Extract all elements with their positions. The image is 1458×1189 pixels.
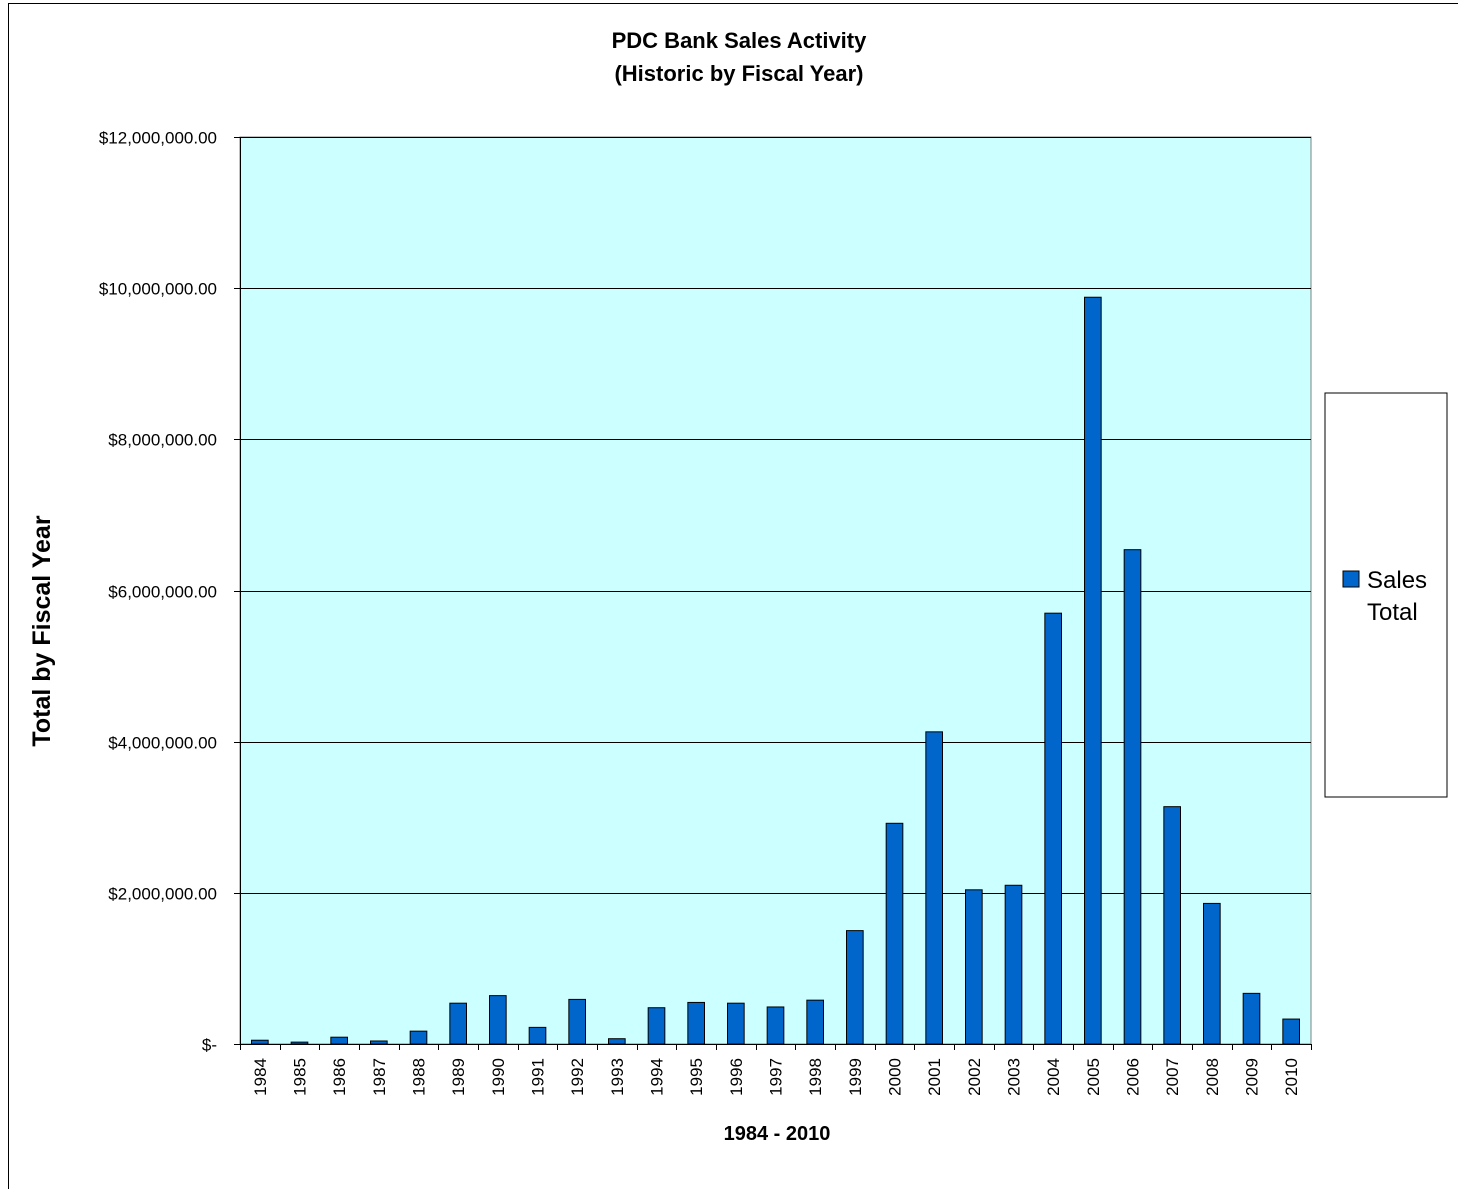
bar-1984 (251, 1039, 269, 1045)
x-tick-label: 1992 (568, 1058, 587, 1096)
x-tick-label: 2005 (1084, 1058, 1103, 1096)
chart-title: PDC Bank Sales Activity (612, 28, 867, 53)
bar-1993 (608, 1038, 626, 1045)
bar-2010 (1282, 1018, 1300, 1045)
bar-1994 (647, 1007, 666, 1045)
x-tick-label: 1995 (687, 1058, 706, 1096)
legend-swatch (1342, 570, 1360, 588)
bar-1991 (528, 1026, 547, 1045)
bar-1987 (370, 1040, 388, 1045)
bar-1989 (449, 1002, 467, 1045)
bar-2004 (1044, 612, 1062, 1045)
x-tick-label: 1998 (806, 1058, 825, 1096)
x-tick-label: 2008 (1203, 1058, 1222, 1096)
y-tick-label: $- (202, 1036, 217, 1055)
y-tick-label: $8,000,000.00 (108, 431, 217, 450)
bar-1986 (330, 1036, 348, 1045)
y-tick-label: $10,000,000.00 (99, 280, 217, 299)
y-tick-label: $12,000,000.00 (99, 129, 217, 148)
bar-2007 (1163, 806, 1181, 1045)
bar-2006 (1123, 549, 1142, 1045)
x-tick-label: 1987 (370, 1058, 389, 1096)
x-tick-label: 1994 (648, 1058, 667, 1096)
x-tick-label: 1999 (846, 1058, 865, 1096)
x-tick-label: 1985 (291, 1058, 310, 1096)
bar-2000 (885, 822, 904, 1045)
x-tick-label: 1997 (767, 1058, 786, 1096)
x-tick-label: 1993 (608, 1058, 627, 1096)
plot-area (239, 136, 1312, 1045)
legend-box (1324, 392, 1448, 798)
bar-2009 (1242, 992, 1261, 1045)
x-tick-label: 1991 (529, 1058, 548, 1096)
x-tick-label: 1996 (727, 1058, 746, 1096)
bar-1990 (489, 995, 507, 1045)
bar-1988 (409, 1030, 428, 1045)
y-tick-label: $6,000,000.00 (108, 583, 217, 602)
x-tick-label: 1986 (330, 1058, 349, 1096)
bar-1992 (568, 998, 586, 1045)
bar-1998 (806, 999, 824, 1045)
y-tick-label: $2,000,000.00 (108, 885, 217, 904)
x-tick-label: 2000 (886, 1058, 905, 1096)
bar-1995 (687, 1001, 705, 1045)
legend-label-line2: Total (1367, 599, 1418, 626)
y-axis-title: Total by Fiscal Year (28, 515, 56, 746)
x-tick-label: 2007 (1163, 1058, 1182, 1096)
legend-label-line1: Sales (1367, 567, 1427, 594)
bar-2001 (925, 731, 943, 1045)
bar-1997 (766, 1006, 785, 1045)
chart-subtitle: (Historic by Fiscal Year) (614, 61, 863, 86)
x-tick-label: 2010 (1282, 1058, 1301, 1096)
x-tick-label: 2002 (965, 1058, 984, 1096)
y-tick-label: $4,000,000.00 (108, 734, 217, 753)
bar-2002 (965, 889, 983, 1045)
x-axis-title: 1984 - 2010 (724, 1123, 831, 1145)
x-tick-label: 2006 (1124, 1058, 1143, 1096)
x-tick-label: 2001 (925, 1058, 944, 1096)
bar-1985 (290, 1041, 309, 1045)
x-tick-label: 1989 (449, 1058, 468, 1096)
x-tick-label: 2009 (1243, 1058, 1262, 1096)
x-tick-label: 1984 (251, 1058, 270, 1096)
bar-2003 (1004, 884, 1023, 1045)
x-tick-label: 1990 (489, 1058, 508, 1096)
bar-2005 (1084, 296, 1102, 1045)
x-tick-label: 2004 (1044, 1058, 1063, 1096)
x-tick-label: 2003 (1005, 1058, 1024, 1096)
bar-1999 (846, 930, 864, 1045)
bar-2008 (1203, 902, 1221, 1045)
bar-1996 (727, 1002, 745, 1045)
chart-frame (8, 3, 1458, 1189)
x-tick-label: 1988 (410, 1058, 429, 1096)
